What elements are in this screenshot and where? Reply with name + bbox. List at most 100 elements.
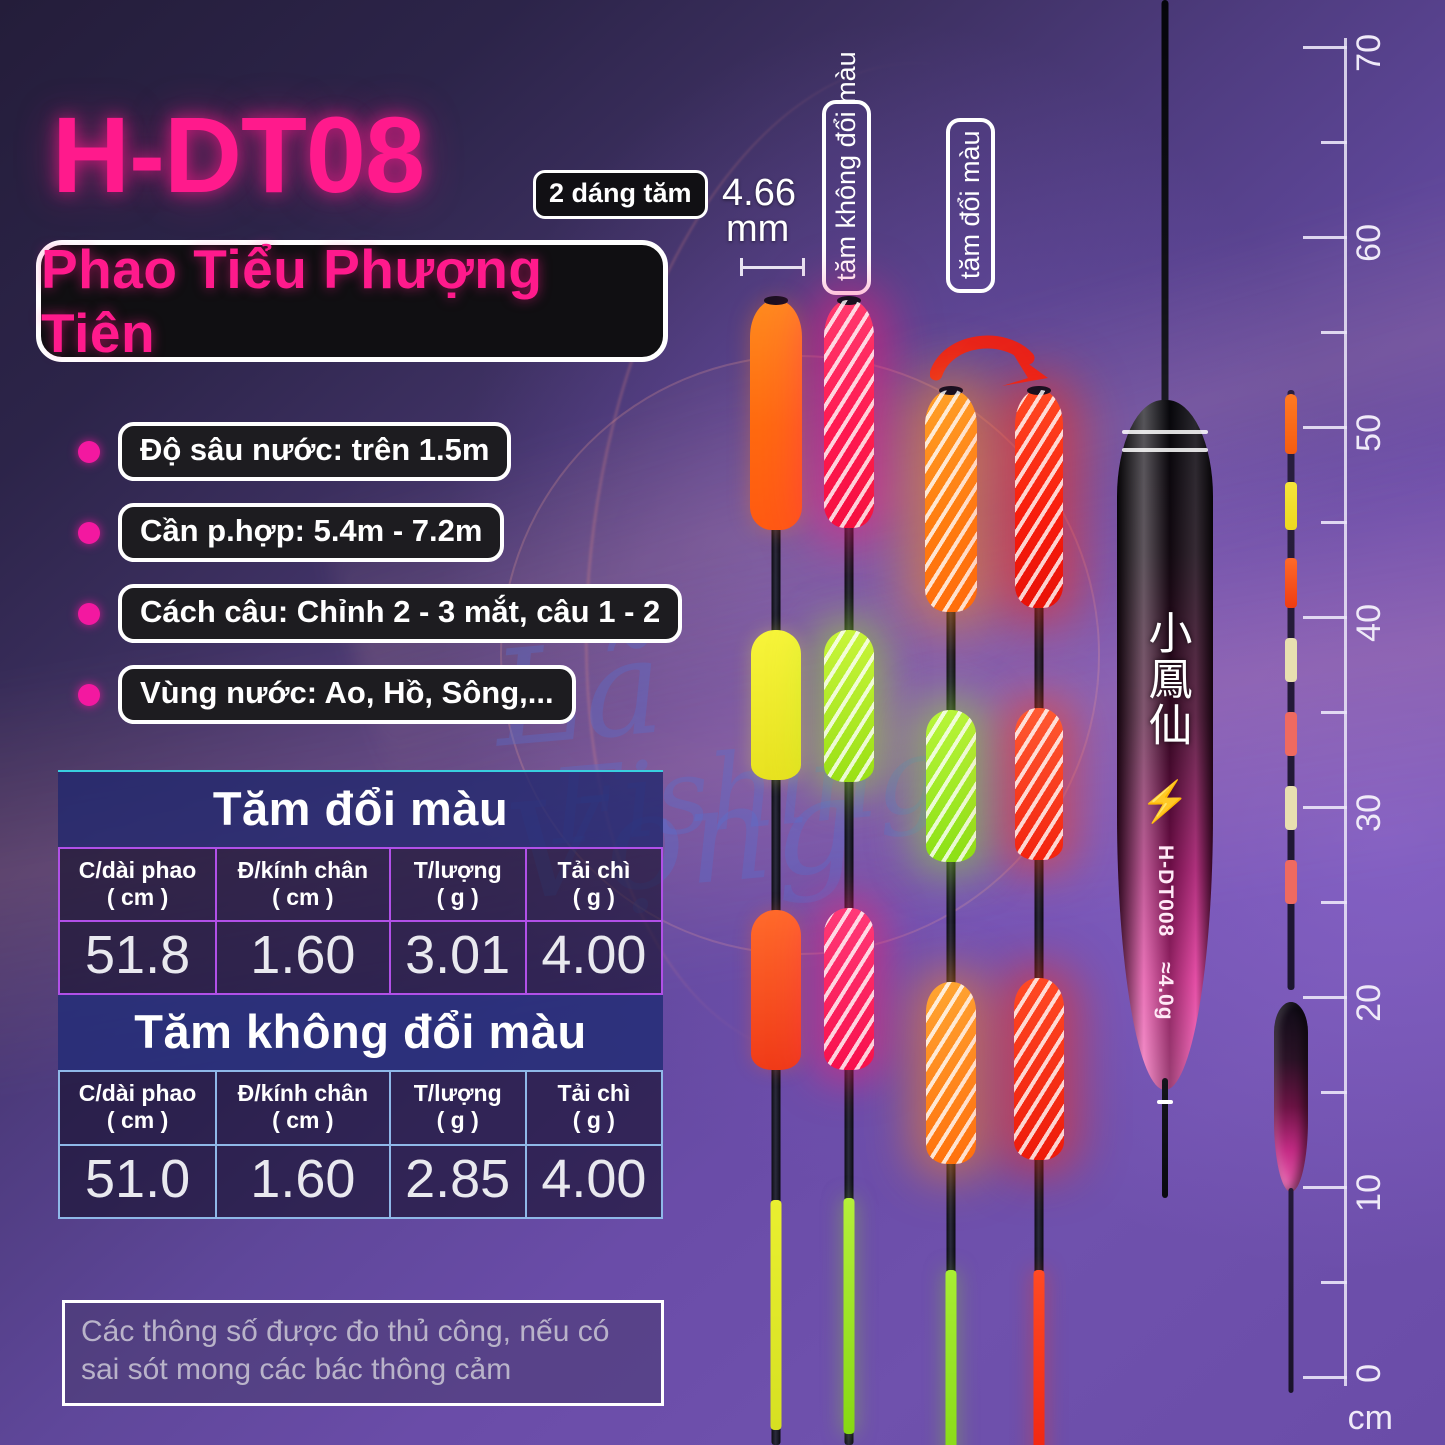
curved-arrow-icon [930, 335, 1048, 386]
table-header-cell: C/dài phao ( cm ) [57, 1070, 218, 1146]
float-tip-column-3 [920, 386, 982, 1445]
header-name: Tải chì [557, 1080, 631, 1107]
table-header-row: C/dài phao ( cm ) Đ/kính chân ( cm ) T/l… [57, 1070, 664, 1146]
float-band-upper [1122, 430, 1208, 434]
header-name: Tải chì [557, 857, 631, 883]
ruler-unit-label: cm [1347, 1399, 1393, 1437]
ruler-tick-major [1303, 996, 1347, 999]
table-row: 51.0 1.60 2.85 4.00 [57, 1143, 664, 1219]
float-tip-orange-mid [751, 910, 801, 1070]
table-cell-value: 51.0 [57, 1143, 218, 1219]
ruler-tick-major [1303, 1376, 1347, 1379]
antenna-segment-red-1 [1285, 712, 1297, 756]
table-header-cell: Tải chì ( g ) [524, 1070, 664, 1146]
list-item: Vùng nước: Ao, Hồ, Sông,... [78, 665, 758, 724]
float-tip-pink-mid [824, 908, 874, 1070]
measurement-unit: mm [726, 208, 790, 251]
float-tail-band [1157, 1100, 1173, 1104]
table-header-cell: T/lượng ( g ) [388, 846, 527, 923]
spec-tables: Tăm đổi màu C/dài phao ( cm ) Đ/kính châ… [57, 770, 664, 1219]
bullet-dot-icon [78, 683, 100, 706]
float-tip-red-glow [1015, 386, 1063, 608]
ruler-label: 60 [1350, 224, 1388, 262]
product-name-bar: Phao Tiểu Phượng Tiên [36, 238, 668, 364]
bullet-dot-icon [78, 521, 100, 544]
float-tip-column-4 [1008, 386, 1070, 1445]
table-header-cell: T/lượng ( g ) [388, 1070, 527, 1146]
ruler-tick-major [1303, 46, 1347, 49]
float-tip-red-upper [1015, 708, 1063, 860]
ruler-label: 30 [1350, 794, 1388, 832]
table-cell-value: 51.8 [57, 920, 218, 996]
antenna-segment-red-2 [1285, 860, 1297, 904]
daytime-float-tail [1288, 1188, 1294, 1393]
float-segment-red [1033, 1270, 1045, 1445]
header-name: C/dài phao [78, 857, 197, 883]
bullet-label: Cách câu: Chỉnh 2 - 3 mắt, câu 1 - 2 [118, 584, 683, 643]
header-name: T/lượng [413, 1080, 502, 1107]
ruler-tick-minor [1321, 1091, 1347, 1094]
tip-diameter-measurement: 4.66 mm [722, 172, 796, 251]
float-tip-orange-glow [925, 386, 977, 612]
list-item: Cách câu: Chỉnh 2 - 3 mắt, câu 1 - 2 [78, 584, 758, 643]
ruler-tick-major [1303, 616, 1347, 619]
table-header-cell: Tải chì ( g ) [524, 846, 664, 923]
header-unit: ( g ) [436, 1107, 479, 1134]
product-float-body: 小鳳仙 ⚡ H-DT008 ≈4.0g [1105, 0, 1225, 1198]
daytime-float [1268, 390, 1314, 1400]
float-tip-green-glow [926, 710, 976, 862]
float-tip-red-mid [1014, 978, 1064, 1160]
caliper-bracket-icon [740, 258, 805, 276]
table-cell-value: 2.85 [388, 1143, 527, 1219]
table-cell-value: 3.01 [388, 920, 527, 996]
antenna-segment-orange-2 [1285, 558, 1297, 608]
lightning-bolt-icon: ⚡ [1140, 780, 1190, 824]
ruler-label: 70 [1350, 34, 1388, 72]
float-main-body [1117, 400, 1213, 1090]
bullet-dot-icon [78, 602, 100, 625]
table-cell-value: 1.60 [215, 920, 391, 996]
ruler-label: 0 [1350, 1364, 1388, 1383]
ruler-tick-minor [1321, 901, 1347, 904]
float-antenna [1161, 0, 1169, 420]
page-title: H-DT08 [52, 94, 425, 215]
float-tip-column-1 [745, 296, 807, 1445]
header-name: Đ/kính chân [237, 1080, 369, 1107]
table-header-row: C/dài phao ( cm ) Đ/kính chân ( cm ) T/l… [57, 846, 664, 923]
header-unit: ( g ) [436, 884, 479, 911]
header-name: C/dài phao [78, 1080, 197, 1107]
header-name: T/lượng [413, 857, 502, 883]
measurement-ruler: 70 60 50 40 30 20 10 0 cm [1299, 34, 1393, 1437]
float-chinese-name: 小鳳仙 [1140, 610, 1192, 748]
float-tip-orange [750, 296, 802, 530]
ruler-tick-minor [1321, 711, 1347, 714]
float-segment-yellow [770, 1200, 782, 1430]
measurement-value: 4.66 [722, 172, 796, 214]
ruler-label: 20 [1350, 984, 1388, 1022]
table-header-cell: Đ/kính chân ( cm ) [215, 846, 391, 923]
spec-bullet-list: Độ sâu nước: trên 1.5m Cần p.hợp: 5.4m -… [78, 422, 758, 746]
ruler-label: 10 [1350, 1174, 1388, 1212]
table-header-cell: C/dài phao ( cm ) [57, 846, 218, 923]
list-item: Cần p.hợp: 5.4m - 7.2m [78, 503, 758, 562]
header-unit: ( cm ) [272, 884, 334, 911]
antenna-segment-cream-2 [1285, 786, 1297, 830]
header-unit: ( g ) [572, 884, 615, 911]
daytime-float-antenna [1287, 390, 1295, 990]
disclaimer-note: Các thông số được đo thủ công, nếu có sa… [62, 1300, 664, 1406]
ruler-tick-minor [1321, 331, 1347, 334]
list-item: Độ sâu nước: trên 1.5m [78, 422, 758, 481]
header-unit: ( cm ) [272, 1107, 334, 1134]
ruler-tick-major [1303, 236, 1347, 239]
status-badge-tip-styles: 2 dáng tăm [533, 170, 708, 219]
ruler-tick-major [1303, 806, 1347, 809]
bullet-label: Vùng nước: Ao, Hồ, Sông,... [118, 665, 576, 724]
ruler-tick-major [1303, 1186, 1347, 1189]
bullet-label: Cần p.hợp: 5.4m - 7.2m [118, 503, 505, 562]
callout-color-change: tăm đổi màu [946, 118, 995, 293]
float-tip-yellow [751, 630, 801, 780]
header-unit: ( cm ) [106, 884, 169, 911]
float-segment-green [843, 1198, 855, 1434]
daytime-float-body [1274, 1002, 1308, 1192]
